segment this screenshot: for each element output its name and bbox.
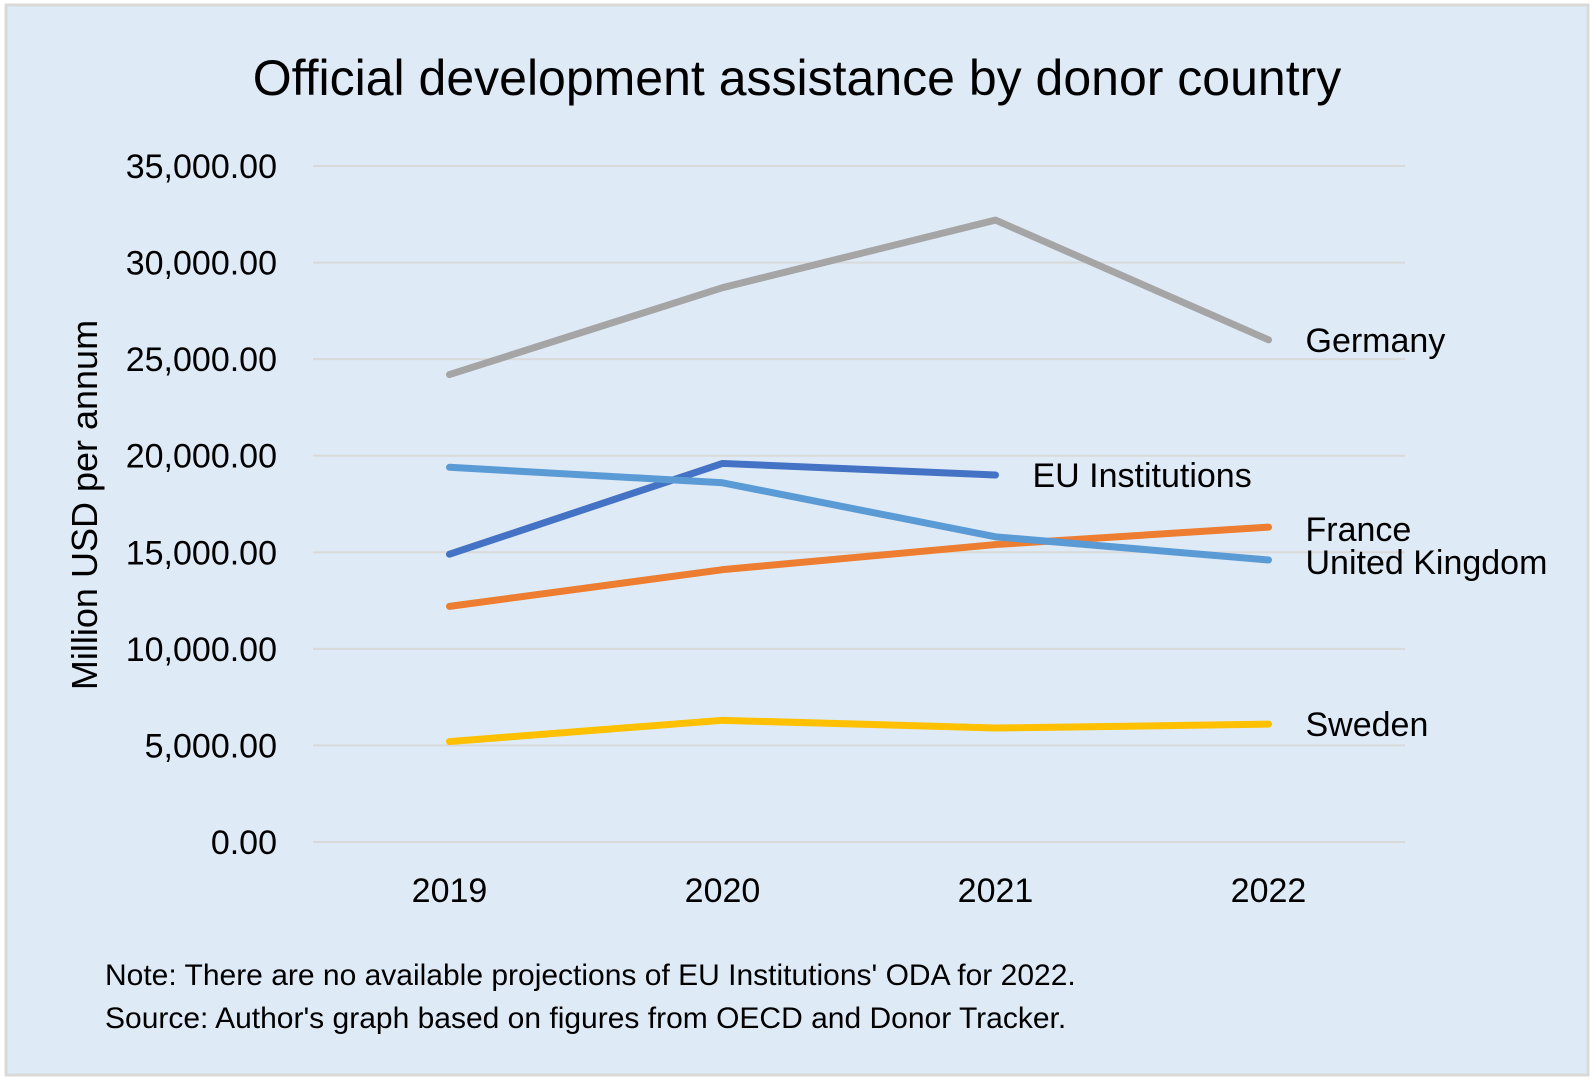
- x-tick-label: 2022: [1231, 872, 1307, 910]
- chart-background: [4, 3, 1590, 1077]
- x-tick-label: 2020: [685, 872, 761, 910]
- series-label-eu-institutions: EU Institutions: [1033, 457, 1252, 495]
- y-axis-tick-labels: 0.00 5,000.00 10,000.00 15,000.00 20,000.00 2…: [126, 148, 277, 862]
- y-tick-label: 15,000.00: [126, 534, 277, 572]
- gridlines: [313, 165, 1405, 843]
- series-line-france: [446, 523, 1272, 610]
- chart-title: Official development assistance by donor…: [253, 50, 1342, 106]
- y-tick-label: 25,000.00: [126, 341, 277, 379]
- series-line-eu-institutions: [446, 459, 999, 558]
- x-axis-tick-labels: 2019 2020 2021 2022: [412, 872, 1307, 910]
- y-tick-label: 5,000.00: [145, 727, 277, 765]
- y-tick-label: 35,000.00: [126, 148, 277, 186]
- y-tick-label: 30,000.00: [126, 245, 277, 283]
- y-axis-label: Million USD per annum: [64, 320, 105, 690]
- series-label-united-kingdom: United Kingdom: [1306, 544, 1548, 582]
- y-tick-label: 10,000.00: [126, 631, 277, 669]
- y-tick-label: 20,000.00: [126, 438, 277, 476]
- series-line-germany: [446, 216, 1272, 379]
- series-label-france: France: [1306, 511, 1412, 549]
- series-label-germany: Germany: [1306, 322, 1446, 360]
- series-line-united-kingdom: [446, 463, 1272, 564]
- series-lines: [446, 216, 1272, 746]
- chart-note: Note: There are no available projections…: [105, 959, 1076, 992]
- x-tick-label: 2019: [412, 872, 488, 910]
- series-label-sweden: Sweden: [1306, 706, 1429, 744]
- chart-source: Source: Author's graph based on figures …: [105, 1002, 1066, 1035]
- series-line-sweden: [446, 716, 1272, 746]
- y-tick-label: 0.00: [211, 824, 277, 862]
- x-tick-label: 2021: [958, 872, 1034, 910]
